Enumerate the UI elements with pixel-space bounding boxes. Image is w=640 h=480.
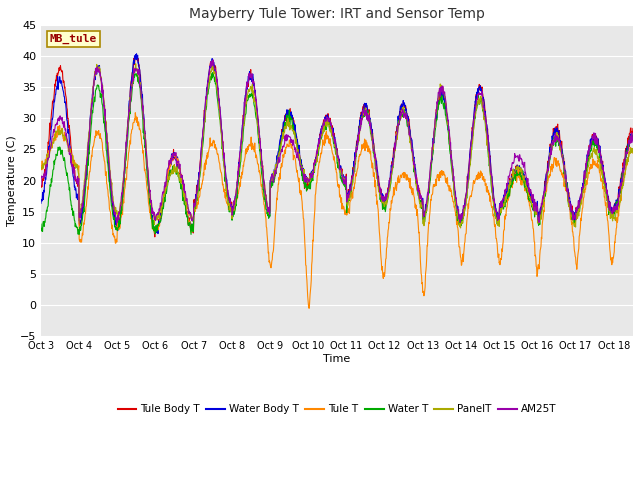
Tule T — [208, 143, 216, 149]
AM25T — [552, 131, 559, 136]
Tule Body T — [486, 154, 493, 160]
Water Body T — [37, 201, 45, 206]
Water Body T — [209, 59, 216, 64]
Tule T — [629, 150, 637, 156]
Line: Tule Body T: Tule Body T — [41, 56, 633, 237]
Tule T — [144, 189, 152, 195]
Text: MB_tule: MB_tule — [50, 34, 97, 45]
Water T — [208, 75, 216, 81]
Tule Body T — [144, 171, 152, 177]
Water Body T — [144, 168, 152, 173]
AM25T — [209, 57, 217, 63]
Water Body T — [262, 195, 270, 201]
Tule Body T — [552, 127, 559, 132]
Water Body T — [132, 51, 140, 57]
Tule Body T — [629, 126, 637, 132]
Tule T — [131, 110, 139, 116]
AM25T — [629, 139, 637, 145]
Tule Body T — [262, 202, 270, 207]
Y-axis label: Temperature (C): Temperature (C) — [7, 135, 17, 226]
AM25T — [262, 198, 270, 204]
PanelT — [486, 165, 493, 170]
Water Body T — [486, 148, 493, 154]
AM25T — [208, 62, 216, 68]
Water Body T — [629, 138, 637, 144]
Tule Body T — [151, 234, 159, 240]
PanelT — [552, 135, 559, 141]
Tule Body T — [37, 184, 45, 190]
Line: Water Body T: Water Body T — [41, 54, 633, 234]
Line: Tule T: Tule T — [41, 113, 633, 308]
AM25T — [486, 154, 493, 160]
Water T — [629, 132, 637, 137]
Water T — [262, 206, 270, 212]
Water T — [143, 175, 151, 180]
Tule Body T — [156, 216, 163, 222]
PanelT — [262, 192, 269, 198]
Tule T — [155, 224, 163, 229]
Tule T — [37, 165, 45, 171]
PanelT — [37, 167, 45, 172]
Water T — [209, 70, 217, 75]
PanelT — [208, 62, 216, 68]
Line: AM25T: AM25T — [41, 60, 633, 223]
PanelT — [457, 225, 465, 231]
Tule T — [486, 193, 493, 199]
AM25T — [113, 220, 121, 226]
Tule T — [552, 159, 559, 165]
X-axis label: Time: Time — [323, 354, 351, 364]
Water T — [154, 223, 162, 229]
PanelT — [132, 61, 140, 67]
AM25T — [144, 164, 152, 170]
Water Body T — [552, 127, 559, 132]
Tule Body T — [134, 53, 141, 59]
PanelT — [144, 165, 152, 171]
Water T — [552, 133, 559, 139]
PanelT — [629, 148, 637, 154]
Water T — [188, 231, 195, 237]
Water T — [486, 160, 493, 166]
Water Body T — [156, 218, 163, 224]
Tule Body T — [209, 59, 216, 64]
Tule T — [262, 216, 269, 221]
Water Body T — [154, 231, 162, 237]
Water T — [37, 221, 45, 227]
Legend: Tule Body T, Water Body T, Tule T, Water T, PanelT, AM25T: Tule Body T, Water Body T, Tule T, Water… — [113, 400, 561, 419]
Tule T — [305, 305, 313, 311]
Line: PanelT: PanelT — [41, 64, 633, 228]
PanelT — [155, 212, 163, 218]
AM25T — [155, 209, 163, 215]
Title: Mayberry Tule Tower: IRT and Sensor Temp: Mayberry Tule Tower: IRT and Sensor Temp — [189, 7, 485, 21]
Line: Water T: Water T — [41, 72, 633, 234]
AM25T — [37, 183, 45, 189]
